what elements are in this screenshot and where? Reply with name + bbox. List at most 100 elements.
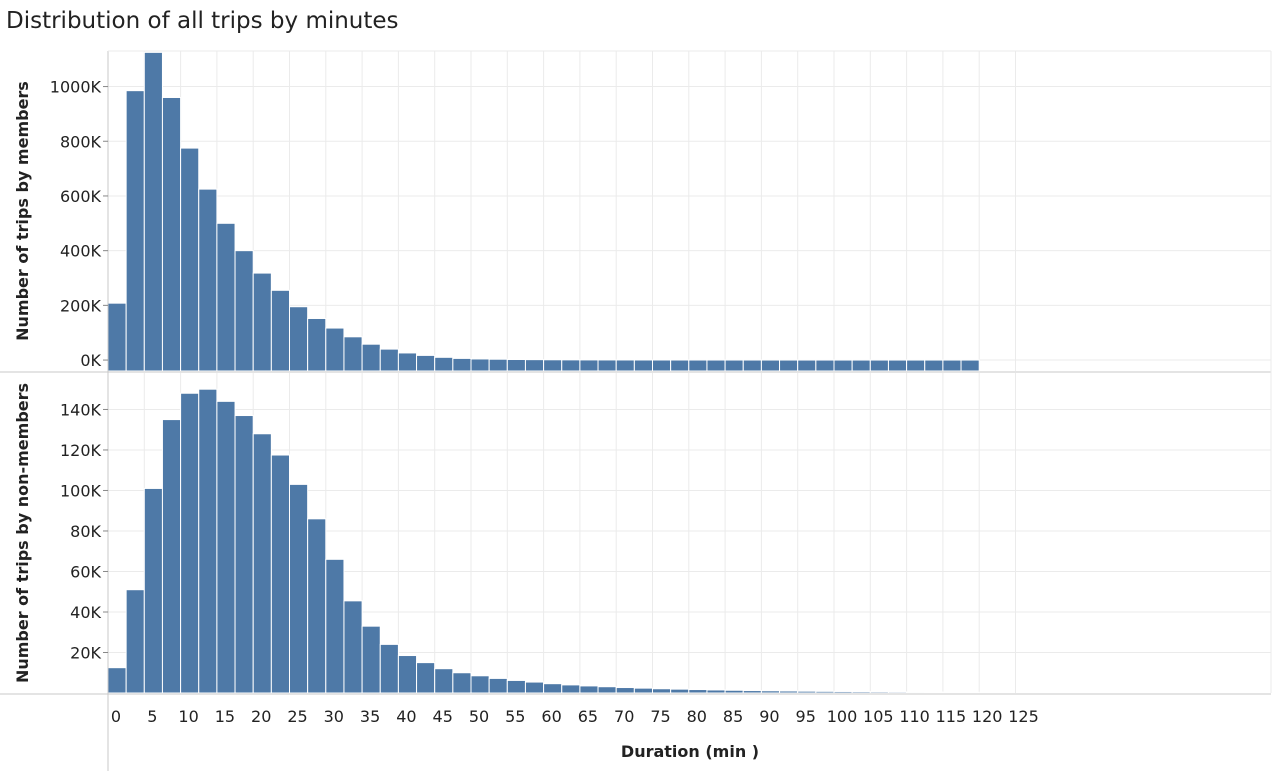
histogram-bar — [488, 358, 508, 372]
histogram-bar — [833, 359, 853, 372]
histogram-bar — [270, 454, 291, 694]
histogram-bar — [198, 388, 218, 694]
histogram-bar — [579, 359, 599, 372]
histogram-bar — [670, 688, 690, 694]
histogram-bar — [180, 392, 200, 694]
y-tick-label: 800K — [60, 132, 102, 151]
histogram-bar — [851, 359, 871, 372]
chart-title: Distribution of all trips by minutes — [6, 8, 399, 34]
histogram-bar — [760, 359, 781, 372]
histogram-bar — [887, 691, 908, 694]
x-tick-label: 25 — [287, 707, 307, 726]
histogram-bar — [452, 357, 472, 372]
histogram-bar — [742, 690, 762, 694]
histogram-bar — [942, 691, 962, 694]
axis-labels: 0K 200K 400K 600K 800K 1000K Number of trips b… — [13, 78, 1039, 761]
histogram-bar — [143, 51, 163, 372]
histogram-bar — [270, 289, 291, 372]
histogram-bar — [851, 691, 871, 694]
histogram-bar — [470, 675, 490, 694]
histogram-bar — [180, 147, 200, 372]
histogram-bar — [688, 689, 708, 694]
histogram-bar — [543, 359, 563, 372]
x-tick-label: 100 — [827, 707, 858, 726]
histogram-bar — [615, 359, 635, 372]
histogram-bar — [887, 359, 908, 372]
x-tick-label: 0 — [111, 707, 121, 726]
x-tick-label: 105 — [863, 707, 894, 726]
histogram-bar — [216, 400, 236, 694]
histogram-bar — [343, 336, 363, 372]
histogram-bar — [597, 686, 617, 694]
x-tick-label: 80 — [687, 707, 707, 726]
x-tick-label: 55 — [505, 707, 525, 726]
y-tick-label: 80K — [70, 522, 101, 541]
histogram-bar — [561, 684, 581, 694]
histogram-bar — [633, 687, 653, 694]
y-tick-label: 0K — [80, 351, 101, 370]
y-tick-label: 140K — [60, 400, 102, 419]
histogram-bar — [452, 672, 472, 694]
histogram-bar — [652, 359, 672, 372]
histogram-bar — [488, 677, 508, 694]
y-tick-label: 60K — [70, 562, 101, 581]
histogram-bar — [198, 188, 218, 372]
histogram-bar — [234, 415, 254, 694]
histogram-bar — [161, 419, 182, 694]
histogram-bar — [706, 689, 726, 694]
y-axis-title: Number of trips by non-members — [13, 383, 32, 683]
x-tick-label: 45 — [433, 707, 453, 726]
histogram-bar — [252, 272, 272, 372]
x-tick-label: 5 — [147, 707, 157, 726]
histogram-bar — [869, 691, 889, 694]
histogram-bar — [325, 558, 345, 694]
histogram-bar — [325, 327, 345, 372]
histogram-bar — [633, 359, 653, 372]
histogram-bar — [760, 690, 781, 694]
plot-frame — [0, 50, 1272, 771]
histogram-bar — [107, 667, 127, 694]
histogram-bar — [561, 359, 581, 372]
y-tick-label: 400K — [60, 242, 102, 261]
y-tick-label: 200K — [60, 296, 102, 315]
histogram-bar — [161, 96, 182, 372]
histogram-bar — [615, 687, 635, 694]
histogram-bar — [924, 359, 944, 372]
x-tick-label: 35 — [360, 707, 380, 726]
histogram-bar — [906, 691, 926, 694]
histogram-bar — [416, 662, 436, 694]
histogram-bar — [597, 359, 617, 372]
histogram-bar — [779, 359, 799, 372]
histogram-bar — [652, 688, 672, 694]
histogram-bar — [906, 359, 926, 372]
x-tick-label: 50 — [469, 707, 489, 726]
histogram-bar — [416, 354, 436, 372]
histogram-bar — [688, 359, 708, 372]
histogram-bar — [216, 222, 236, 372]
x-tick-label: 85 — [723, 707, 743, 726]
histogram-bar — [869, 359, 889, 372]
histogram-bar — [543, 683, 563, 694]
histogram-bar — [361, 343, 381, 372]
histogram-bar — [524, 359, 545, 372]
x-tick-label: 110 — [899, 707, 930, 726]
histogram-bar — [942, 359, 962, 372]
histogram-bar — [143, 487, 163, 694]
members-bars — [107, 51, 980, 372]
x-tick-label: 75 — [650, 707, 670, 726]
y-tick-label: 40K — [70, 603, 101, 622]
y-tick-label: 600K — [60, 187, 102, 206]
histogram-bar — [361, 625, 381, 694]
histogram-bar — [434, 668, 454, 694]
histogram-bar — [815, 690, 835, 694]
histogram-bar — [434, 356, 454, 372]
histogram-bar — [524, 681, 545, 694]
x-tick-label: 10 — [178, 707, 198, 726]
histogram-bar — [252, 433, 272, 694]
y-tick-label: 100K — [60, 481, 102, 500]
histogram-bar — [833, 690, 853, 694]
histogram-bar — [960, 359, 980, 372]
histogram-bar — [470, 358, 490, 372]
y-tick-label: 20K — [70, 643, 101, 662]
